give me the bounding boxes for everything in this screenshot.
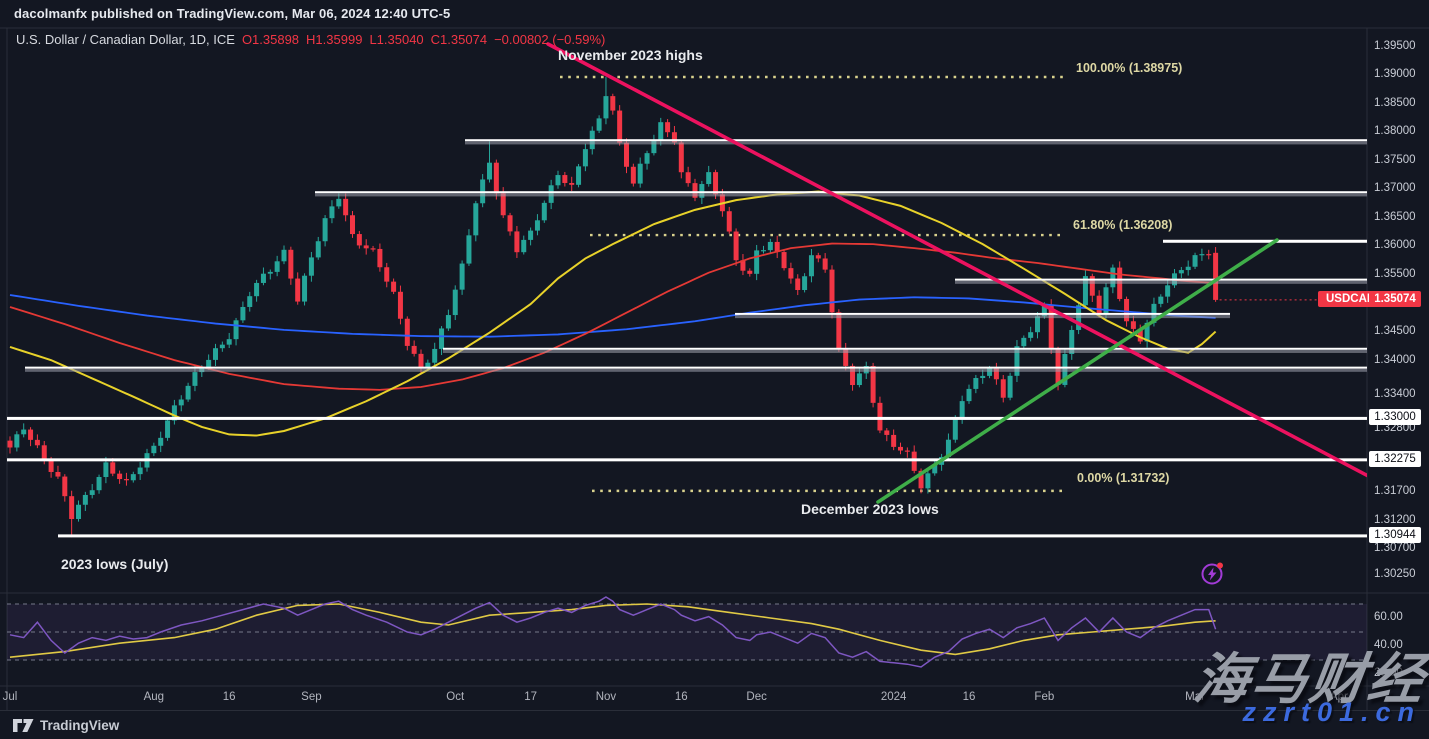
chart-annotation: December 2023 lows [801, 501, 939, 517]
time-tick: Sep [301, 691, 322, 703]
trendline-ascending-support[interactable] [876, 238, 1279, 504]
chart-legend[interactable]: U.S. Dollar / Canadian Dollar, 1D, ICE O1… [16, 32, 605, 47]
ohlc-change: −0.00802 (−0.59%) [494, 32, 606, 47]
footer-bar: TradingView [0, 710, 1429, 739]
time-tick: 16 [962, 691, 976, 703]
ohlc-low: L1.35040 [369, 32, 424, 47]
price-pane[interactable] [7, 42, 1372, 538]
sr-band [443, 347, 1367, 350]
time-tick: Mar [1185, 691, 1205, 703]
symbol-price-tag: USDCAD [1318, 290, 1384, 307]
price-alert-tag: 1.32275 [1369, 450, 1421, 467]
time-tick: Jul [2, 691, 18, 703]
current-price-axis-tag: 1.35074 [1369, 290, 1421, 307]
sr-line [7, 458, 1367, 462]
price-tick: 1.39000 [1374, 68, 1416, 81]
tradingview-brand[interactable]: TradingView [40, 718, 120, 733]
sr-line [7, 416, 1367, 420]
price-tick: 1.37500 [1374, 153, 1416, 166]
trendline-descending-resistance[interactable] [546, 42, 1372, 478]
price-tick: 1.38000 [1374, 125, 1416, 138]
symbol-title: U.S. Dollar / Canadian Dollar, 1D, ICE [16, 32, 235, 47]
price-tick: 1.36500 [1374, 210, 1416, 223]
time-tick: 17 [524, 691, 537, 703]
price-tick: 1.31200 [1374, 513, 1416, 526]
sr-line [1163, 239, 1367, 243]
time-tick: 16 [222, 691, 236, 703]
rsi-ma-line [9, 603, 1216, 658]
time-tick: Aug [143, 691, 165, 703]
sr-band [735, 312, 1230, 315]
price-tick: 1.37000 [1374, 182, 1416, 195]
fib-label: 61.80% (1.36208) [1073, 218, 1173, 232]
sr-band [955, 278, 1367, 281]
price-tick: 1.36000 [1374, 239, 1416, 252]
ohlc-open: O1.35898 [241, 32, 300, 47]
candles [7, 76, 1219, 538]
price-tick: 1.33400 [1374, 388, 1416, 401]
price-alert-tag: 1.33000 [1369, 409, 1421, 426]
ohlc-close: C1.35074 [430, 32, 488, 47]
ma-blue-line [9, 294, 1216, 338]
sr-band [315, 191, 1367, 194]
time-tick: Oct [446, 691, 465, 703]
time-tick: Dec [746, 691, 767, 703]
price-tick: 1.30700 [1374, 542, 1416, 555]
price-tick: 1.35500 [1374, 268, 1416, 281]
watermark-url: zzrt01.cn [1242, 697, 1421, 727]
price-tick: 1.31700 [1374, 485, 1416, 498]
publish-info: dacolmanfx published on TradingView.com,… [14, 6, 451, 21]
flash-ideas-button[interactable] [1199, 559, 1227, 587]
price-tick: 1.34000 [1374, 353, 1416, 366]
rsi-pane[interactable] [7, 596, 1367, 668]
time-tick: 2024 [880, 691, 907, 703]
chart-annotation: November 2023 highs [558, 47, 703, 63]
fib-label: 100.00% (1.38975) [1076, 61, 1183, 75]
rsi-tick: 40.00 [1374, 638, 1403, 651]
price-tick: 1.38500 [1374, 96, 1416, 109]
price-tick: 1.34500 [1374, 325, 1416, 338]
tradingview-logo-icon[interactable] [13, 718, 37, 733]
price-tick: 1.30250 [1374, 568, 1416, 581]
fib-label: 0.00% (1.31732) [1077, 471, 1170, 485]
chart-annotation: 2023 lows (July) [61, 556, 169, 572]
time-tick: Apr [1329, 691, 1348, 703]
sr-band [25, 366, 1367, 369]
ma-yellow-line [9, 190, 1217, 437]
rsi-tick: 60.00 [1374, 610, 1403, 623]
flash-icon [1201, 562, 1223, 585]
price-tick: 1.32800 [1374, 422, 1416, 435]
rsi-line [9, 596, 1217, 668]
ohlc-high: H1.35999 [306, 32, 363, 47]
price-alert-tag: 1.30944 [1369, 526, 1421, 543]
rsi-tick: 20.00 [1374, 666, 1403, 679]
sr-band [465, 139, 1367, 142]
sr-line [58, 534, 1367, 538]
time-tick: Nov [595, 691, 617, 703]
time-tick: 16 [674, 691, 688, 703]
time-tick: Feb [1034, 691, 1055, 703]
price-tick: 1.39500 [1374, 39, 1416, 52]
